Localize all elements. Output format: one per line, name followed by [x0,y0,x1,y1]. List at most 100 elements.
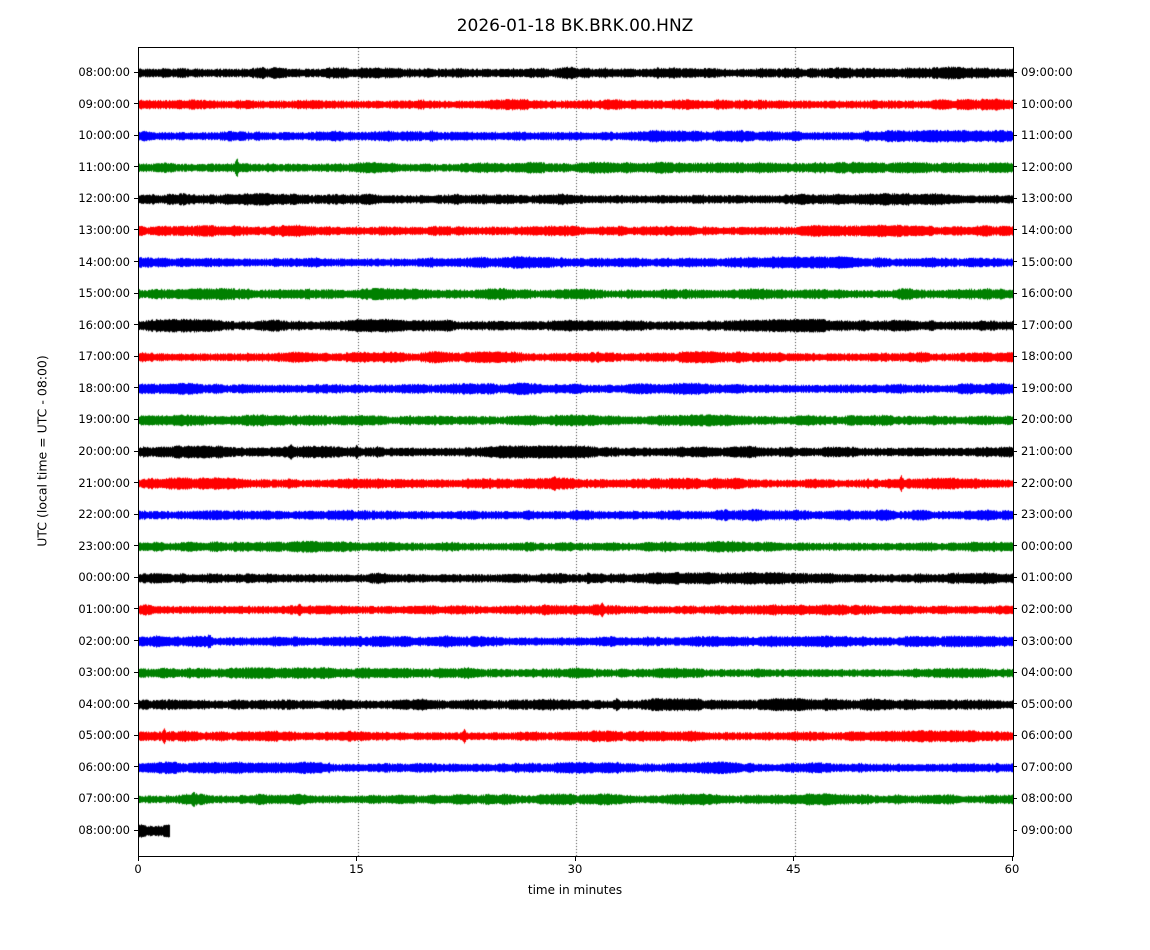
y-axis-tick-right [1013,103,1017,105]
y-axis-label-right: 07:00:00 [1021,759,1073,774]
y-axis-tick-right [1013,418,1017,420]
y-axis-tick-right [1013,640,1017,641]
y-axis-label-left: 04:00:00 [78,696,130,711]
y-axis-tick-right [1013,166,1017,168]
y-axis-tick-left [134,576,138,578]
y-axis-tick-left [134,829,138,831]
y-axis-label-left: 10:00:00 [78,128,130,143]
x-axis-tick [574,857,576,861]
y-axis-tick-left [134,103,138,105]
y-axis-tick-left [134,229,138,231]
y-axis-label-left: 07:00:00 [78,791,130,806]
y-axis-tick-right [1013,608,1017,610]
y-axis-label-left: 23:00:00 [78,538,130,553]
chart-title: 2026-01-18 BK.BRK.00.HNZ [456,16,694,36]
y-axis-label-left: 18:00:00 [78,380,130,395]
y-axis-tick-right [1013,292,1017,294]
y-axis-label-right: 09:00:00 [1021,823,1073,837]
y-axis-label-right: 16:00:00 [1021,286,1073,301]
x-axis-tick-label: 30 [567,862,583,876]
y-axis-tick-right [1013,482,1017,484]
y-axis-tick-right [1013,450,1017,452]
y-axis-tick-left [134,292,138,294]
y-axis-tick-right [1013,71,1017,73]
y-axis-tick-right [1013,324,1017,326]
y-axis-tick-right [1013,545,1017,547]
y-axis-tick-right [1013,734,1017,736]
x-axis-tick-label: 45 [786,862,801,876]
y-axis-label-right: 11:00:00 [1021,128,1073,143]
y-axis-label-left: 19:00:00 [78,412,130,427]
y-axis-label-left: 09:00:00 [78,96,130,111]
y-axis-tick-right [1013,576,1017,578]
helicorder-canvas [139,48,1013,856]
y-axis-label-right: 01:00:00 [1021,570,1073,585]
y-axis-label-right: 20:00:00 [1021,412,1073,427]
y-axis-label-right: 21:00:00 [1021,444,1073,458]
y-axis-tick-left [134,545,138,547]
y-axis-tick-right [1013,355,1017,357]
y-axis-tick-left [134,608,138,610]
y-axis-label-right: 23:00:00 [1021,507,1073,522]
y-axis-label-left: 01:00:00 [78,601,130,616]
x-axis-tick-label: 60 [1004,862,1020,876]
y-axis-label-left: 11:00:00 [78,159,130,174]
y-axis-label-right: 08:00:00 [1021,791,1073,806]
y-axis-label-right: 09:00:00 [1021,65,1073,79]
y-axis-tick-right [1013,797,1017,799]
y-axis-tick-left [134,71,138,73]
y-axis-label-right: 14:00:00 [1021,222,1073,237]
y-axis-label-right: 17:00:00 [1021,317,1073,332]
y-axis-tick-left [134,734,138,736]
y-axis-tick-right [1013,387,1017,389]
y-axis-label-left: 08:00:00 [78,823,130,837]
y-axis-tick-left [134,797,138,799]
x-axis-tick [1011,857,1013,861]
x-axis-tick [356,857,357,861]
y-axis-label-left: 15:00:00 [78,286,130,301]
y-axis-label-right: 00:00:00 [1021,538,1073,553]
y-axis-label-left: 22:00:00 [78,507,130,522]
y-axis-tick-left [134,671,138,673]
y-axis-label-right: 05:00:00 [1021,696,1073,711]
plot-area [138,47,1014,857]
y-axis-label-left: 20:00:00 [78,444,130,458]
x-axis-tick [137,857,139,861]
y-axis-tick-left [134,640,138,641]
y-axis-tick-left [134,197,138,199]
y-axis-label-right: 15:00:00 [1021,254,1073,269]
y-axis-label-left: 21:00:00 [78,475,130,490]
y-axis-tick-left [134,261,138,262]
y-axis-label-left: 03:00:00 [78,665,130,680]
x-axis-tick-label: 15 [349,862,364,876]
y-axis-tick-left [134,766,138,768]
y-axis-label-left: 12:00:00 [78,191,130,206]
y-axis-label-left: 02:00:00 [78,633,130,648]
y-axis-label-left: 17:00:00 [78,349,130,364]
y-axis-label-right: 13:00:00 [1021,191,1073,206]
y-axis-tick-right [1013,513,1017,515]
x-axis-tick [793,857,794,861]
y-axis-tick-right [1013,671,1017,673]
y-axis-label-left: 16:00:00 [78,317,130,332]
y-axis-label-left: 13:00:00 [78,222,130,237]
y-axis-tick-right [1013,197,1017,199]
y-axis-tick-left [134,482,138,484]
y-axis-tick-left [134,387,138,389]
x-axis-tick-label: 0 [134,862,142,876]
y-axis-label-right: 10:00:00 [1021,96,1073,111]
y-axis-label-left: 00:00:00 [78,570,130,585]
y-axis-label-right: 06:00:00 [1021,728,1073,743]
y-axis-tick-left [134,513,138,515]
y-axis-label-right: 19:00:00 [1021,380,1073,395]
y-axis-tick-left [134,134,138,136]
y-axis-label-right: 18:00:00 [1021,349,1073,364]
y-axis-tick-left [134,418,138,420]
y-axis-label-left: 05:00:00 [78,728,130,743]
y-axis-tick-left [134,450,138,452]
y-axis-tick-right [1013,134,1017,136]
y-axis-tick-right [1013,229,1017,231]
y-axis-tick-left [134,355,138,357]
y-axis-tick-left [134,703,138,705]
